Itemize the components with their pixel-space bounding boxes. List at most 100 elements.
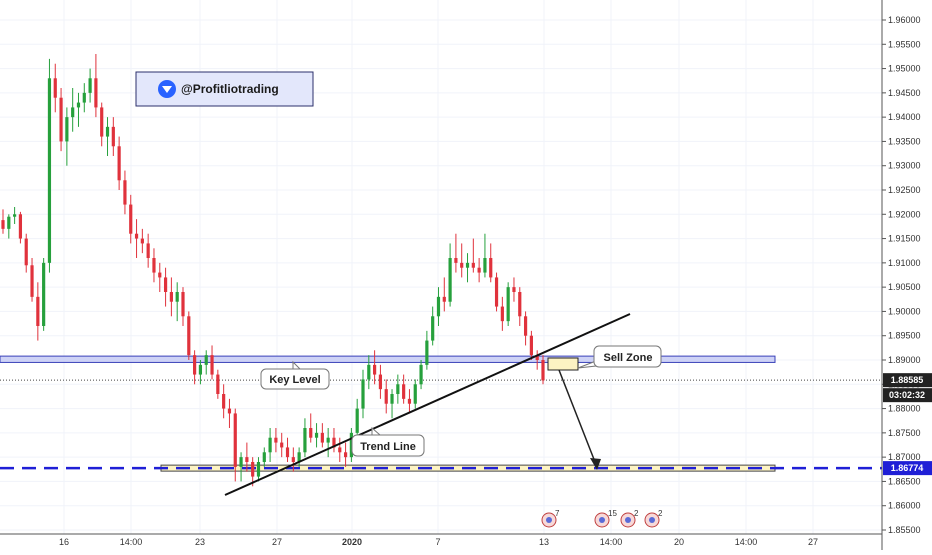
price-tick-label: 1.92000 xyxy=(888,209,921,219)
event-marker[interactable]: 2 xyxy=(620,509,639,528)
candle-body xyxy=(518,292,522,317)
candle-body xyxy=(268,437,272,453)
candle-body xyxy=(256,462,261,477)
time-tick-label: 27 xyxy=(272,537,282,547)
candle-body xyxy=(419,364,423,385)
time-tick-label: 2020 xyxy=(342,537,362,547)
candle-body xyxy=(94,78,98,108)
candle-body xyxy=(245,457,249,462)
candle-body xyxy=(500,306,504,322)
current-price-tag[interactable] xyxy=(883,373,932,388)
price-tick-label: 1.94500 xyxy=(888,88,921,98)
candle-body xyxy=(47,78,52,263)
time-axis[interactable]: 16 14:00 23 27 2020 7 13 14:00 20 14:00 27 xyxy=(0,533,882,547)
candle-body xyxy=(129,204,133,234)
candle-body xyxy=(210,355,214,375)
trend-line-callout-box xyxy=(351,434,425,457)
candle-body xyxy=(477,267,481,273)
candle-body xyxy=(535,355,539,360)
time-tick-label: 16 xyxy=(59,537,69,547)
candle-body xyxy=(332,437,336,448)
candle-body xyxy=(425,340,429,365)
candle-body xyxy=(146,243,150,258)
candle-body xyxy=(36,296,40,326)
flag-dot-icon xyxy=(649,517,655,523)
candle-body xyxy=(471,262,475,268)
time-tick-label: 13 xyxy=(539,537,549,547)
trend-line-label: Trend Line xyxy=(360,441,416,453)
candle-body xyxy=(512,287,516,292)
candle-body xyxy=(18,214,23,239)
zones-layer xyxy=(0,355,882,472)
candle-body xyxy=(158,272,162,278)
arrow-head-icon xyxy=(590,458,601,470)
candle-body xyxy=(53,78,57,98)
current-price-tag-label: 1.88585 xyxy=(891,375,924,385)
candle-body xyxy=(134,233,139,239)
candle-body xyxy=(431,316,435,341)
candle-body xyxy=(489,258,493,278)
candle-body xyxy=(460,262,464,268)
time-tick-label: 14:00 xyxy=(735,537,758,547)
candle-body xyxy=(187,316,191,356)
candle-body xyxy=(413,384,417,404)
candle-body xyxy=(71,107,75,118)
key-level-callout[interactable]: Key Level xyxy=(260,360,330,390)
price-tick-label: 1.86000 xyxy=(888,501,921,511)
candle-body xyxy=(262,452,266,462)
candle-body xyxy=(123,180,127,205)
price-tick-label: 1.89500 xyxy=(888,331,921,341)
event-marker[interactable]: 2 xyxy=(644,509,663,528)
event-marker[interactable]: 15 xyxy=(594,509,617,528)
price-tick-label: 1.93500 xyxy=(888,136,921,146)
time-tick-label: 27 xyxy=(808,537,818,547)
candle-body xyxy=(309,428,313,438)
candle-body xyxy=(529,335,533,356)
down-triangle-icon xyxy=(162,86,172,93)
candle-body xyxy=(216,374,220,394)
candle-body xyxy=(280,442,284,448)
events-layer: 7 15 2 2 xyxy=(541,509,663,528)
candle-body xyxy=(442,296,446,302)
candle-body xyxy=(373,364,377,375)
event-marker[interactable]: 7 xyxy=(541,509,560,528)
candle-body xyxy=(163,277,168,292)
drawings-layer xyxy=(224,313,631,496)
candle-body xyxy=(105,126,110,137)
candle-body xyxy=(454,258,458,263)
price-tick-label: 1.90500 xyxy=(888,282,921,292)
candle-body xyxy=(494,277,499,307)
price-axis[interactable]: 1.96000 1.95500 1.95000 1.94500 1.94000 1.935… xyxy=(881,0,932,550)
candle-body xyxy=(181,292,185,317)
support-price-tag[interactable] xyxy=(883,461,932,476)
price-tick-label: 1.95500 xyxy=(888,39,921,49)
candle-body xyxy=(326,437,330,443)
sell-zone-callout[interactable]: Sell Zone xyxy=(577,345,662,369)
key-level-label: Key Level xyxy=(269,374,320,386)
candle-body xyxy=(30,265,34,297)
candle-body xyxy=(117,146,121,181)
time-tick-label: 20 xyxy=(674,537,684,547)
price-tick-label: 1.90000 xyxy=(888,306,921,316)
trend-line xyxy=(224,313,631,496)
candle-body xyxy=(227,408,232,414)
candle-body xyxy=(222,394,226,409)
flag-dot-icon xyxy=(625,517,631,523)
candle-body xyxy=(378,374,383,390)
candle-body xyxy=(396,384,400,394)
candle-body xyxy=(291,457,295,462)
candle-body xyxy=(384,389,388,404)
support-price-tag-label: 1.86774 xyxy=(891,463,924,473)
candle-body xyxy=(198,364,203,375)
candle-body xyxy=(100,107,104,137)
candle-body xyxy=(251,462,255,477)
candle-body xyxy=(483,258,487,273)
candle-body xyxy=(239,457,243,467)
candle-body xyxy=(314,432,319,438)
candle-body xyxy=(541,360,545,381)
candle-body xyxy=(59,97,63,142)
candle-body xyxy=(361,379,365,409)
trend-line-callout[interactable]: Trend Line xyxy=(351,426,425,457)
